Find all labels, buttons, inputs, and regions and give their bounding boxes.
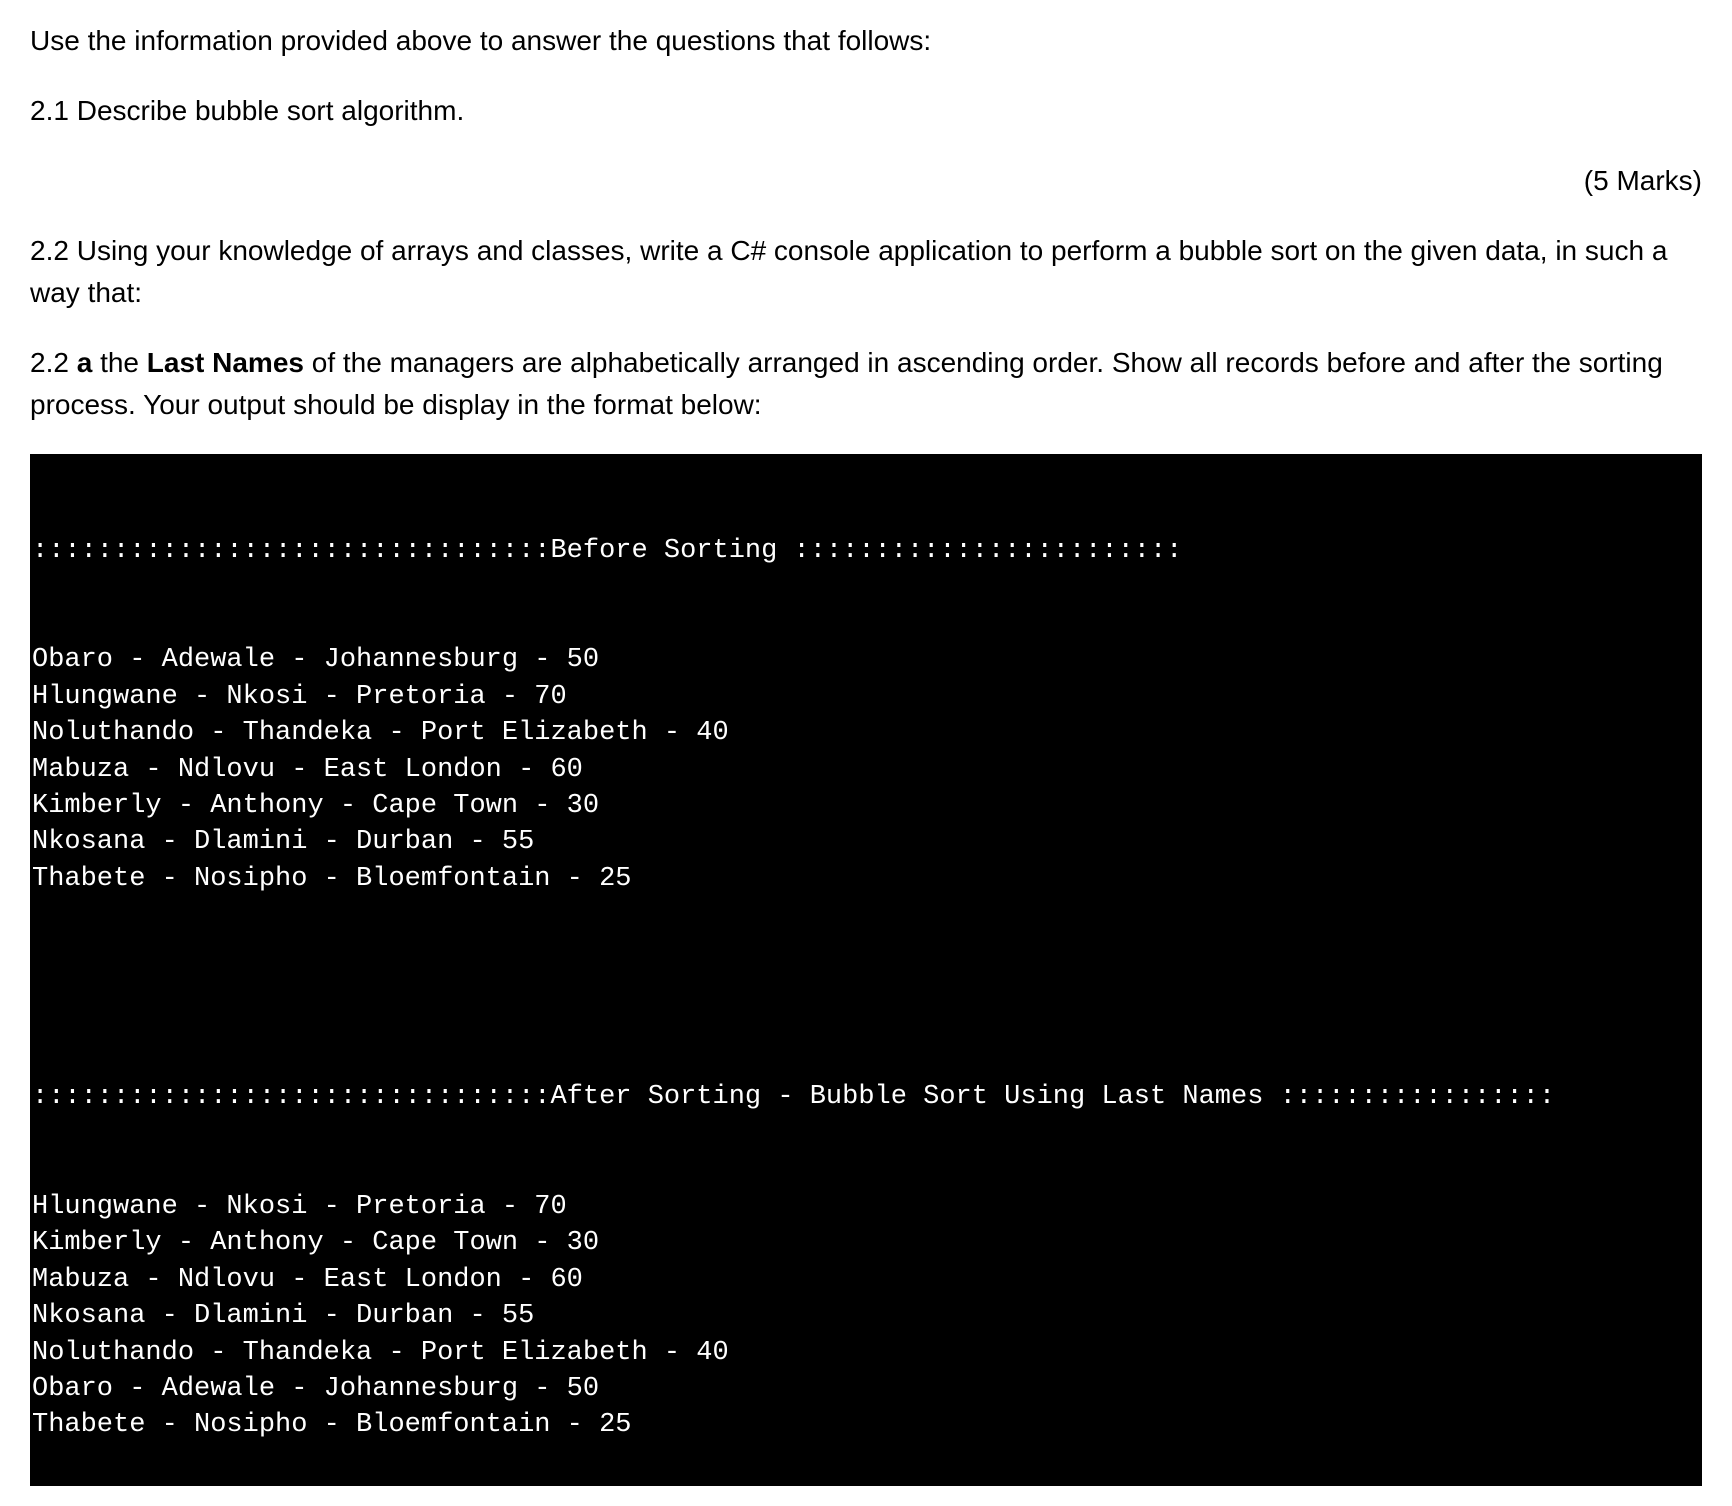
intro-paragraph: Use the information provided above to an… — [30, 20, 1702, 62]
question-2-1: 2.1 Describe bubble sort algorithm. — [30, 90, 1702, 132]
q22-number: 2.2 — [30, 235, 69, 266]
q22a-bold-lastnames: Last Names — [147, 347, 304, 378]
question-2-2: 2.2 Using your knowledge of arrays and c… — [30, 230, 1702, 314]
console-record-line: Thabete - Nosipho - Bloemfontain - 25 — [30, 1407, 1702, 1443]
console-record-line: Mabuza - Ndlovu - East London - 60 — [30, 752, 1702, 788]
console-record-line: Obaro - Adewale - Johannesburg - 50 — [30, 1371, 1702, 1407]
question-2-2-a: 2.2 a the Last Names of the managers are… — [30, 342, 1702, 426]
q22-text: Using your knowledge of arrays and class… — [30, 235, 1667, 308]
q22a-mid1: the — [100, 347, 147, 378]
console-record-line: Hlungwane - Nkosi - Pretoria - 70 — [30, 679, 1702, 715]
console-record-line: Kimberly - Anthony - Cape Town - 30 — [30, 1225, 1702, 1261]
console-blank-line — [30, 970, 1702, 1006]
q22a-number: 2.2 — [30, 347, 69, 378]
intro-text: Use the information provided above to an… — [30, 25, 931, 56]
console-after-list: Hlungwane - Nkosi - Pretoria - 70Kimberl… — [30, 1189, 1702, 1444]
console-record-line: Noluthando - Thandeka - Port Elizabeth -… — [30, 1335, 1702, 1371]
q21-number: 2.1 — [30, 95, 69, 126]
console-record-line: Obaro - Adewale - Johannesburg - 50 — [30, 642, 1702, 678]
console-output: ::::::::::::::::::::::::::::::::Before S… — [30, 454, 1702, 1486]
console-record-line: Nkosana - Dlamini - Durban - 55 — [30, 824, 1702, 860]
console-record-line: Kimberly - Anthony - Cape Town - 30 — [30, 788, 1702, 824]
q22a-bold-a: a — [77, 347, 93, 378]
console-record-line: Mabuza - Ndlovu - East London - 60 — [30, 1262, 1702, 1298]
console-record-line: Hlungwane - Nkosi - Pretoria - 70 — [30, 1189, 1702, 1225]
console-before-list: Obaro - Adewale - Johannesburg - 50Hlung… — [30, 642, 1702, 897]
marks-text: (5 Marks) — [1584, 165, 1702, 196]
console-header-before: ::::::::::::::::::::::::::::::::Before S… — [30, 533, 1702, 569]
console-record-line: Nkosana - Dlamini - Durban - 55 — [30, 1298, 1702, 1334]
console-record-line: Noluthando - Thandeka - Port Elizabeth -… — [30, 715, 1702, 751]
console-record-line: Thabete - Nosipho - Bloemfontain - 25 — [30, 861, 1702, 897]
q21-text: Describe bubble sort algorithm. — [77, 95, 465, 126]
console-header-after: ::::::::::::::::::::::::::::::::After So… — [30, 1079, 1702, 1115]
marks-line: (5 Marks) — [30, 160, 1702, 202]
